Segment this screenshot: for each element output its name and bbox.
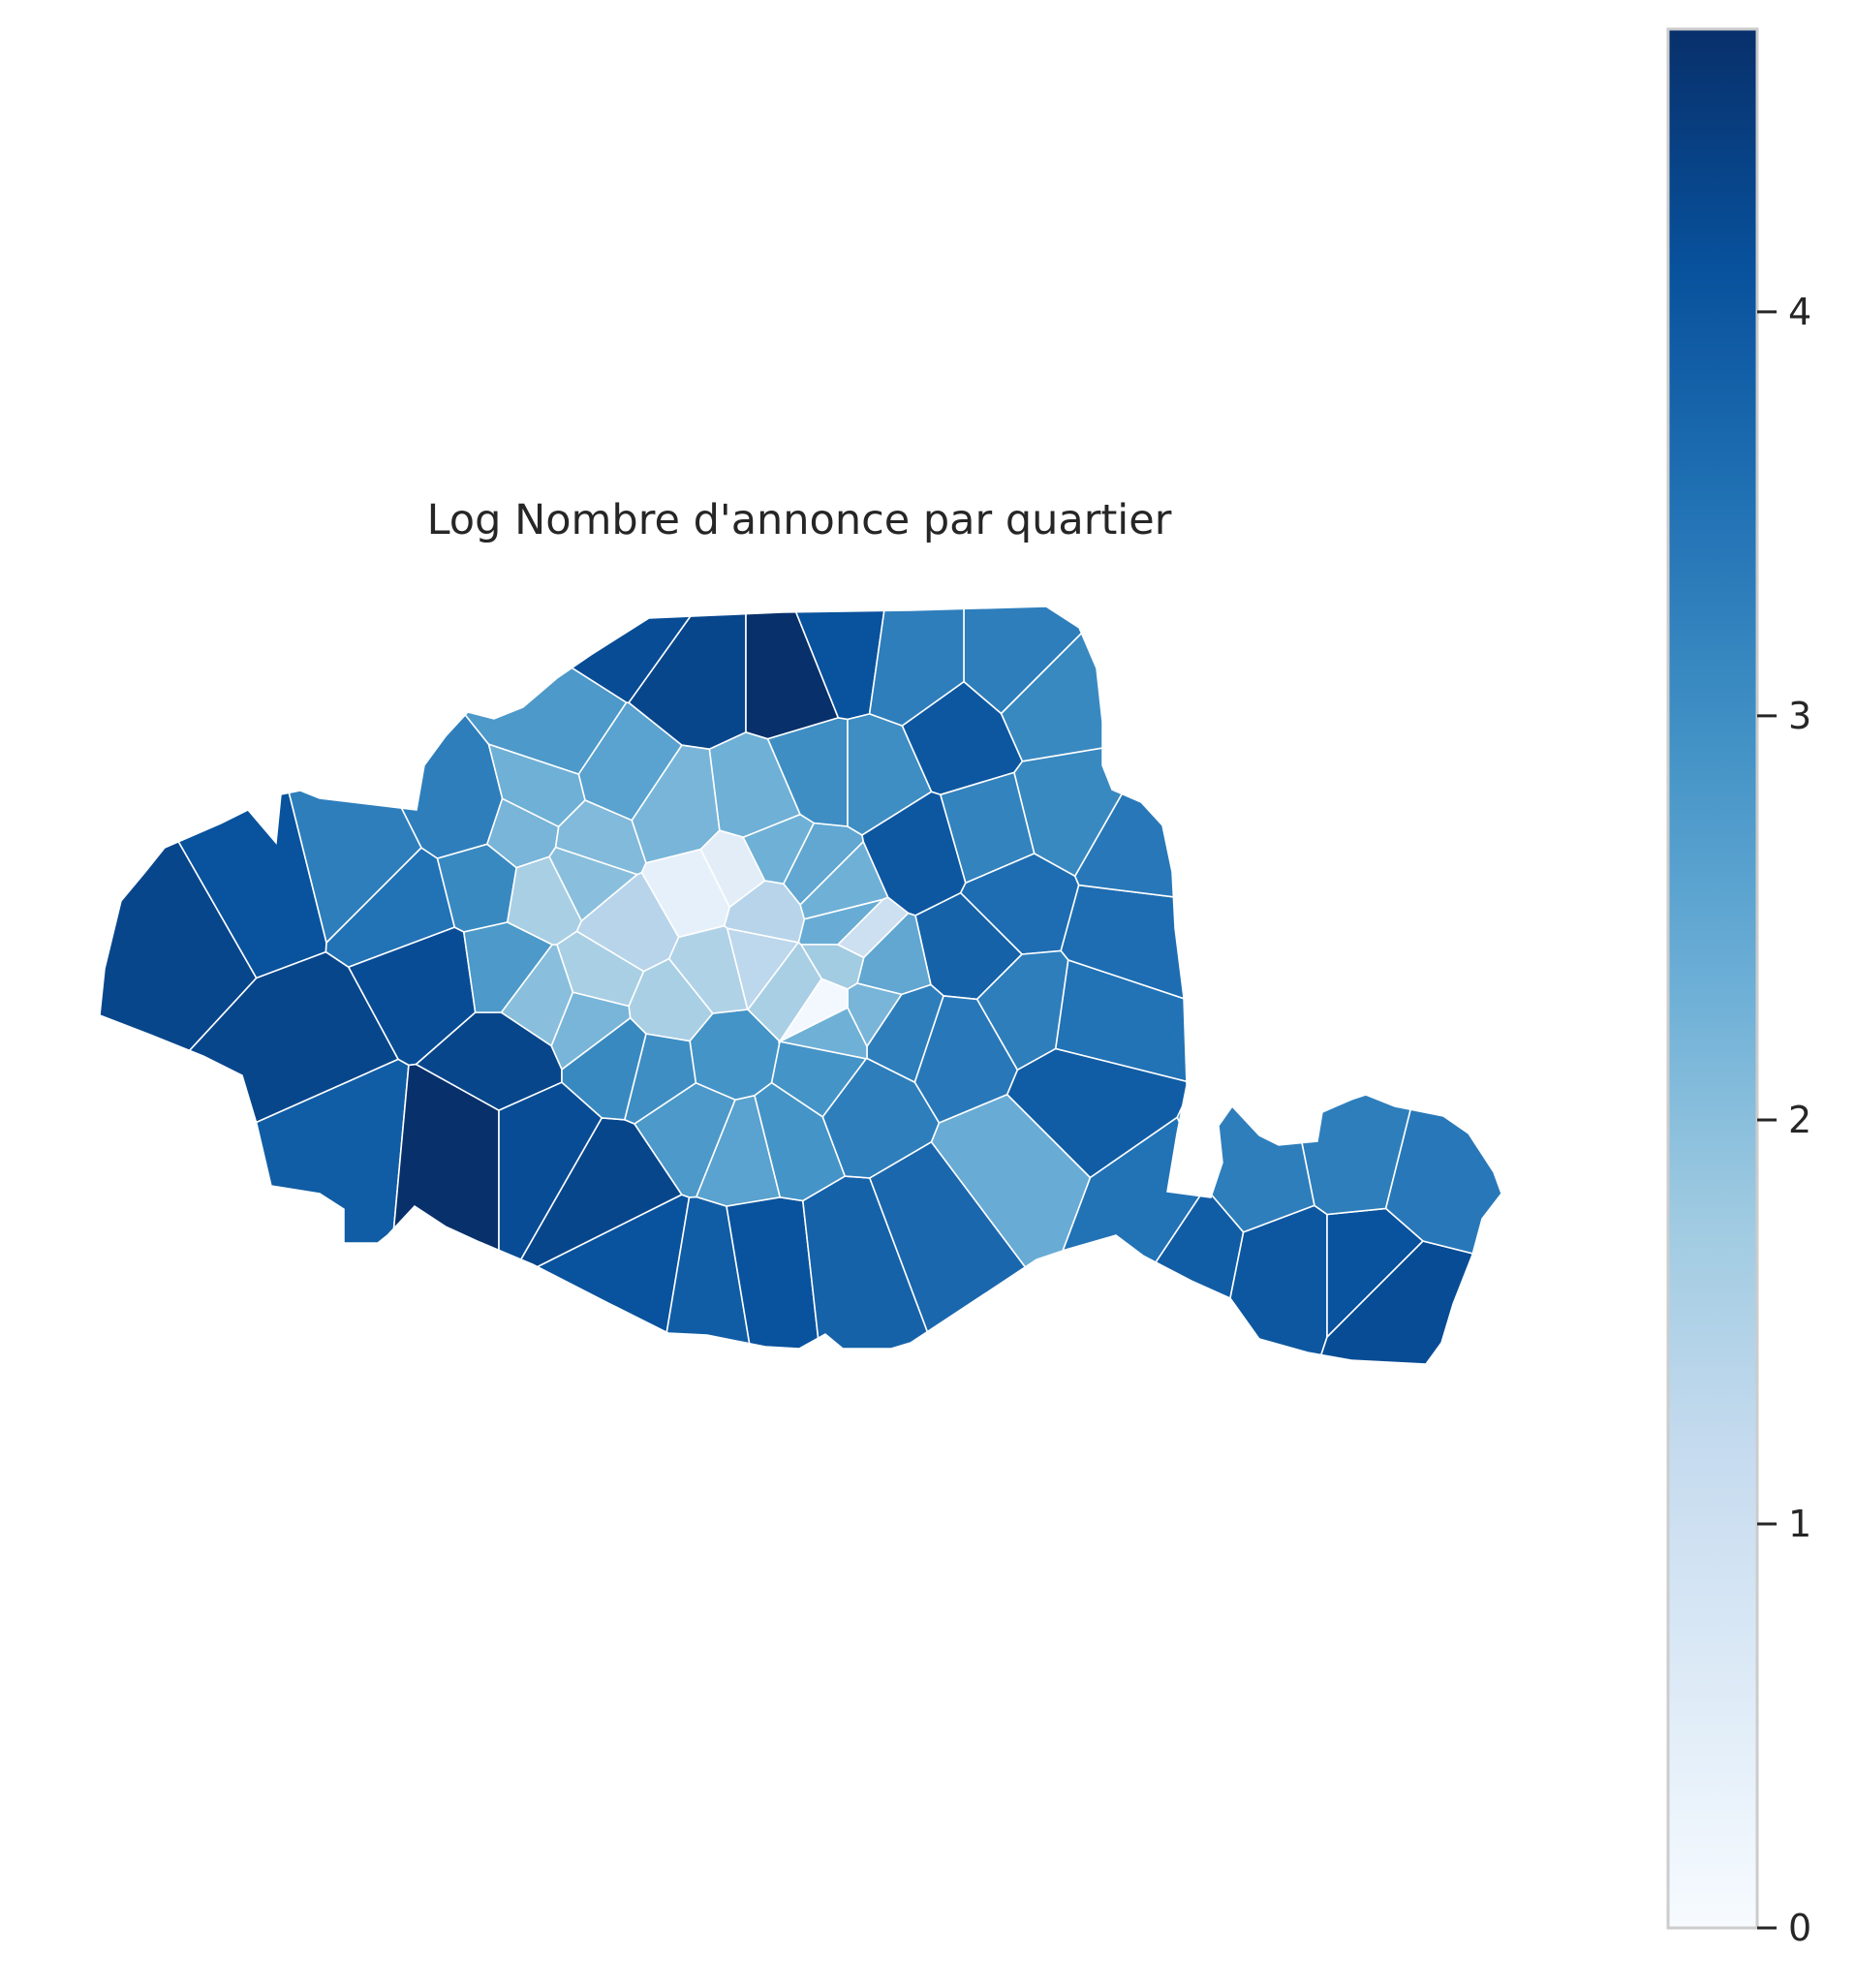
quartier-region: [723, 880, 806, 944]
quartier-region: [868, 606, 965, 727]
colorbar-gradient: [1666, 27, 1759, 1930]
colorbar-tick-label-2: 2: [1788, 1099, 1811, 1141]
quartier-region: [628, 957, 714, 1042]
quartier-region: [554, 799, 647, 876]
colorbar-tick-label-0: 0: [1788, 1907, 1811, 1949]
quartier-region: [628, 606, 747, 751]
paris-border: [99, 606, 1502, 1365]
quartier-region: [487, 742, 586, 828]
quartier-region: [836, 896, 910, 959]
map-title: Log Nombre d'annonce par quartier: [426, 496, 1172, 544]
colorbar-ticks: 0 1 2 3 4: [1757, 291, 1811, 1949]
colorbar-tick-label-4: 4: [1788, 291, 1811, 333]
quartier-region: [847, 713, 933, 836]
colorbar-tick-label-1: 1: [1788, 1503, 1811, 1545]
colorbar-tick-label-3: 3: [1788, 695, 1811, 737]
quartier-region: [777, 978, 849, 1044]
quartier-region: [799, 840, 889, 920]
